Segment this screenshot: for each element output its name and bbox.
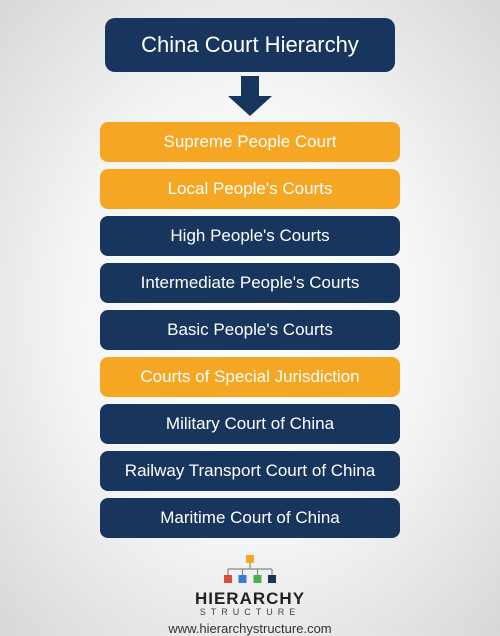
hierarchy-item-label: Basic People's Courts xyxy=(167,320,333,339)
hierarchy-item-label: High People's Courts xyxy=(170,226,329,245)
hierarchy-item-label: Local People's Courts xyxy=(168,179,333,198)
arrow-head xyxy=(228,96,272,116)
hierarchy-item: Intermediate People's Courts xyxy=(100,263,400,303)
hierarchy-item-label: Supreme People Court xyxy=(164,132,337,151)
hierarchy-item-label: Maritime Court of China xyxy=(160,508,340,527)
title-box: China Court Hierarchy xyxy=(105,18,395,72)
hierarchy-item: High People's Courts xyxy=(100,216,400,256)
hierarchy-item: Maritime Court of China xyxy=(100,498,400,538)
footer-logo-area: HIERARCHY STRUCTURE www.hierarchystructu… xyxy=(168,553,331,636)
arrow-stem xyxy=(241,76,259,96)
hierarchy-list: Supreme People Court Local People's Court… xyxy=(100,122,400,545)
hierarchy-item: Courts of Special Jurisdiction xyxy=(100,357,400,397)
hierarchy-item-label: Intermediate People's Courts xyxy=(141,273,360,292)
hierarchy-item: Railway Transport Court of China xyxy=(100,451,400,491)
hierarchy-item: Military Court of China xyxy=(100,404,400,444)
hierarchy-item-label: Railway Transport Court of China xyxy=(125,461,375,480)
hierarchy-logo-icon xyxy=(215,553,285,591)
hierarchy-item: Basic People's Courts xyxy=(100,310,400,350)
hierarchy-item: Supreme People Court xyxy=(100,122,400,162)
logo-main-text: HIERARCHY xyxy=(195,589,305,609)
logo-sub-text: STRUCTURE xyxy=(200,607,301,617)
hierarchy-item-label: Military Court of China xyxy=(166,414,334,433)
title-text: China Court Hierarchy xyxy=(141,32,359,57)
hierarchy-item: Local People's Courts xyxy=(100,169,400,209)
footer-url: www.hierarchystructure.com xyxy=(168,621,331,636)
hierarchy-item-label: Courts of Special Jurisdiction xyxy=(140,367,359,386)
down-arrow xyxy=(228,76,272,116)
